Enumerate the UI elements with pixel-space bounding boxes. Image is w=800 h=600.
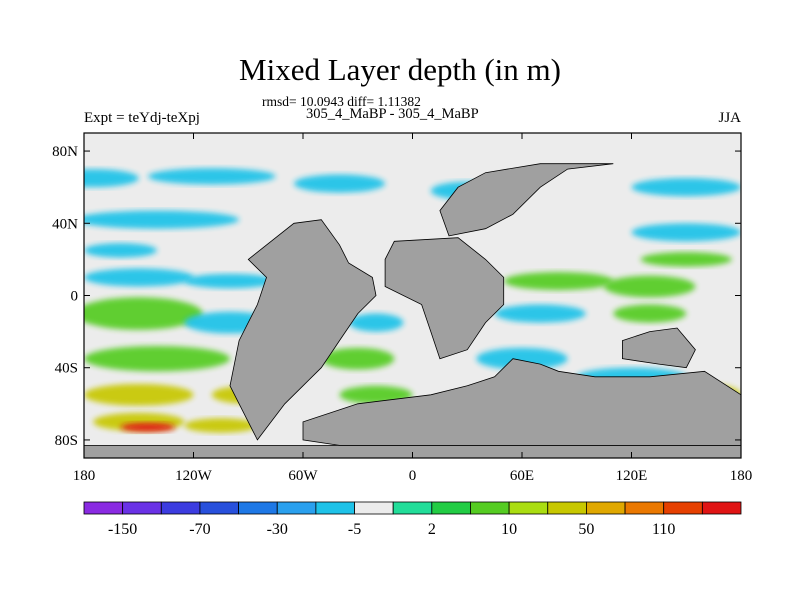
chart-title: Mixed Layer depth (in m) <box>239 52 561 87</box>
colorbar-box <box>160 501 201 515</box>
field-patch-11 <box>184 273 276 289</box>
x-tick-label: 120W <box>175 468 213 484</box>
colorbar-box <box>431 501 471 515</box>
y-tick-label: 40S <box>55 361 78 377</box>
colorbar: -150 -70 -30 -5 2 10 50 110 <box>83 501 742 538</box>
colorbar-label: -150 <box>108 521 137 538</box>
colorbar-box <box>238 501 278 515</box>
field-patch-6 <box>84 243 157 258</box>
colorbar-box <box>315 501 355 515</box>
x-tick-label: 180 <box>73 468 96 484</box>
colorbar-label: 110 <box>652 521 675 538</box>
field-patch-2 <box>293 174 386 193</box>
colorbar-box <box>547 501 587 515</box>
y-axis: 80N 40N 0 40S 80S <box>52 144 741 449</box>
run-label: 305_4_MaBP - 305_4_MaBP <box>306 106 479 122</box>
field-patch-0 <box>84 169 139 188</box>
land-americas <box>229 219 377 441</box>
field-patch-17 <box>494 304 586 323</box>
y-tick-label: 40N <box>52 216 78 232</box>
colorbar-box <box>663 501 703 515</box>
colorbar-box <box>354 501 394 515</box>
colorbar-box <box>508 501 549 515</box>
field-patch-10 <box>84 268 194 287</box>
field-patch-13 <box>604 275 696 298</box>
x-tick-label: 60E <box>510 468 534 484</box>
y-tick-label: 80N <box>52 144 78 160</box>
colorbar-box <box>122 501 162 515</box>
colorbar-box <box>199 501 239 515</box>
colorbar-box <box>83 501 124 515</box>
land-southern-continent <box>302 358 741 446</box>
y-tick-label: 0 <box>71 289 79 305</box>
x-tick-label: 120E <box>616 468 648 484</box>
field-patch-14 <box>84 297 203 330</box>
colorbar-box <box>701 501 742 515</box>
colorbar-box <box>586 501 626 515</box>
x-tick-label: 0 <box>409 468 417 484</box>
x-axis: 180 120W 60W 0 60E 120E 180 <box>73 133 753 484</box>
field-patch-4 <box>631 178 741 197</box>
colorbar-box <box>624 501 665 515</box>
x-tick-label: 180 <box>730 468 753 484</box>
land-mask-layer <box>84 163 741 458</box>
land-australia <box>622 327 696 369</box>
field-patch-19 <box>84 346 230 372</box>
field-patch-12 <box>503 272 614 291</box>
field-patch-30 <box>184 418 258 433</box>
field-patch-1 <box>147 168 276 185</box>
land-africa <box>384 237 505 360</box>
field-patch-18 <box>613 304 687 323</box>
stats-label: rmsd= 10.0943 diff= 1.11382 <box>262 94 421 109</box>
land-eurasia <box>439 163 614 237</box>
field-patch-5 <box>84 210 240 229</box>
colorbar-label: -5 <box>348 521 361 538</box>
colorbar-label: -30 <box>267 521 288 538</box>
colorbar-box <box>276 501 317 515</box>
field-patch-21 <box>476 347 568 370</box>
field-patch-16 <box>348 313 404 332</box>
colorbar-box <box>470 501 510 515</box>
colorbar-label: 50 <box>578 521 594 538</box>
field-patch-20 <box>321 347 395 370</box>
colorbar-box <box>392 501 433 515</box>
colorbar-label: -70 <box>189 521 210 538</box>
colorbar-label: 2 <box>428 521 436 538</box>
experiment-label: Expt = teYdj-teXpj <box>84 110 200 126</box>
field-patch-9 <box>640 252 732 267</box>
x-tick-label: 60W <box>288 468 318 484</box>
season-label: JJA <box>718 110 741 126</box>
colorbar-label: 10 <box>501 521 517 538</box>
field-patch-29 <box>120 422 176 432</box>
y-tick-label: 80S <box>55 433 78 449</box>
field-patch-8 <box>631 223 741 242</box>
field-patch-23 <box>84 383 194 406</box>
